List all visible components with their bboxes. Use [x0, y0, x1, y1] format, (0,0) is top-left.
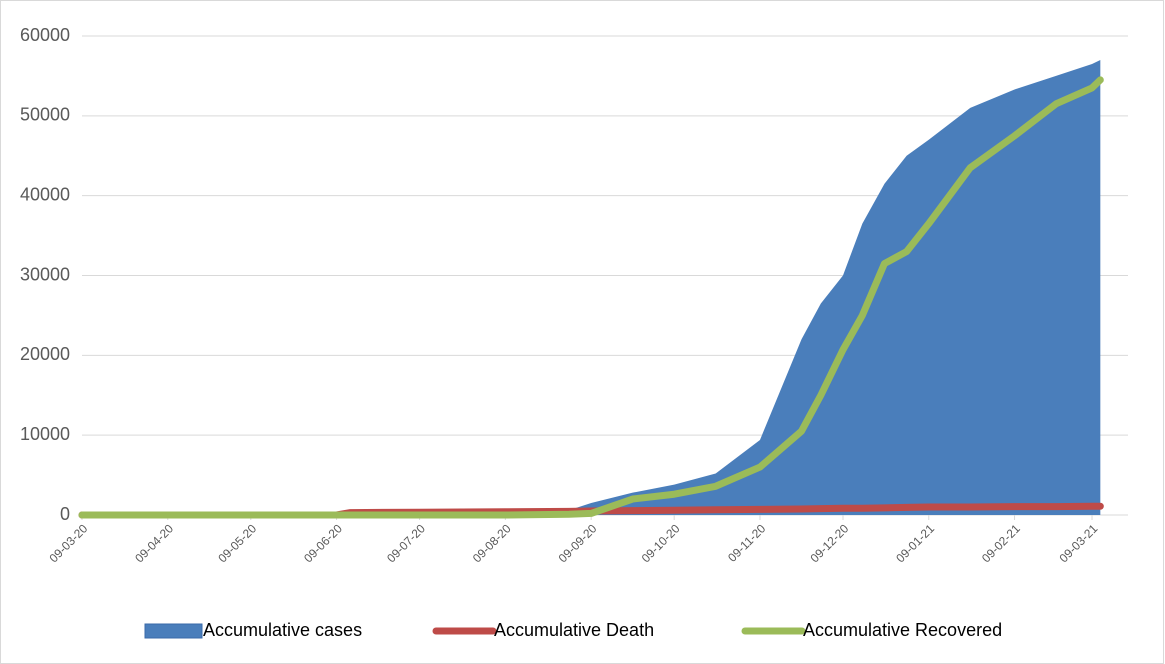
y-tick-label: 30000 — [20, 264, 70, 284]
line — [78, 76, 1104, 519]
y-tick-label: 40000 — [20, 184, 70, 204]
y-tick-label: 50000 — [20, 105, 70, 125]
y-tick-label: 60000 — [20, 25, 70, 45]
y-tick-label: 10000 — [20, 424, 70, 444]
y-tick-label: 20000 — [20, 344, 70, 364]
y-tick-label: 0 — [60, 504, 70, 524]
legend-swatch — [144, 623, 203, 639]
legend-label: Accumulative Death — [494, 620, 654, 640]
legend-label: Accumulative cases — [203, 620, 362, 640]
legend-label: Accumulative Recovered — [803, 620, 1002, 640]
area — [82, 59, 1101, 515]
